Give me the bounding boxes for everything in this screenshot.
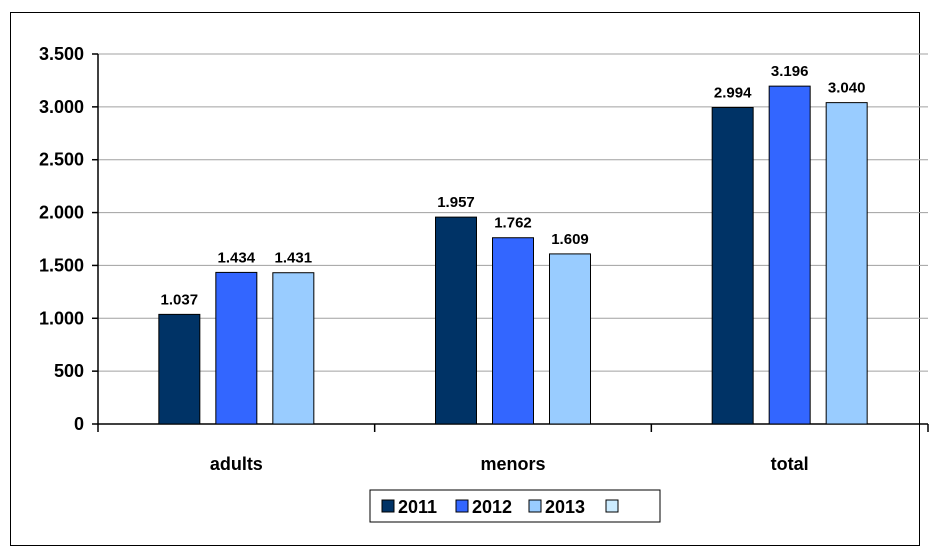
category-label-adults: adults [210, 454, 263, 474]
data-label: 1.434 [218, 249, 256, 266]
bar-2011-menors [435, 216, 477, 425]
data-label: 1.609 [551, 231, 589, 248]
y-tick-label: 3.000 [39, 97, 84, 117]
bar-2013-menors [549, 253, 591, 425]
legend-label-2011: 2011 [398, 497, 437, 517]
y-tick-label: 500 [54, 361, 84, 381]
data-label: 1.431 [275, 250, 313, 267]
bar-2013-total [825, 102, 868, 425]
data-label: 1.957 [437, 194, 475, 211]
data-label: 1.037 [161, 291, 199, 308]
legend-swatch-2012 [455, 499, 469, 513]
y-tick-label: 1.500 [39, 255, 84, 275]
y-tick-label: 2.500 [39, 150, 84, 170]
bar-2011-adults [158, 313, 201, 425]
legend-swatch-2011 [381, 499, 395, 513]
y-tick-label: 2.000 [39, 203, 84, 223]
category-label-menors: menors [480, 454, 545, 474]
y-tick-label: 3.500 [39, 44, 84, 64]
data-label: 1.762 [494, 215, 532, 232]
data-label: 2.994 [714, 84, 752, 101]
legend-label-2013: 2013 [545, 497, 585, 517]
y-tick-label: 0 [74, 414, 84, 434]
data-label: 3.040 [828, 80, 866, 97]
y-tick-label: 1.000 [39, 308, 84, 328]
bar-2012-menors [492, 237, 534, 425]
legend-label-2012: 2012 [472, 497, 512, 517]
data-label: 3.196 [771, 63, 809, 80]
legend-swatch-extra [605, 499, 619, 513]
category-label-total: total [771, 454, 809, 474]
bar-2011-total [711, 106, 754, 425]
bar-2013-adults [272, 272, 315, 425]
legend-box [369, 489, 661, 523]
legend-swatch-2013 [528, 499, 542, 513]
bar-2012-total [768, 85, 811, 425]
bar-2012-adults [215, 271, 258, 425]
